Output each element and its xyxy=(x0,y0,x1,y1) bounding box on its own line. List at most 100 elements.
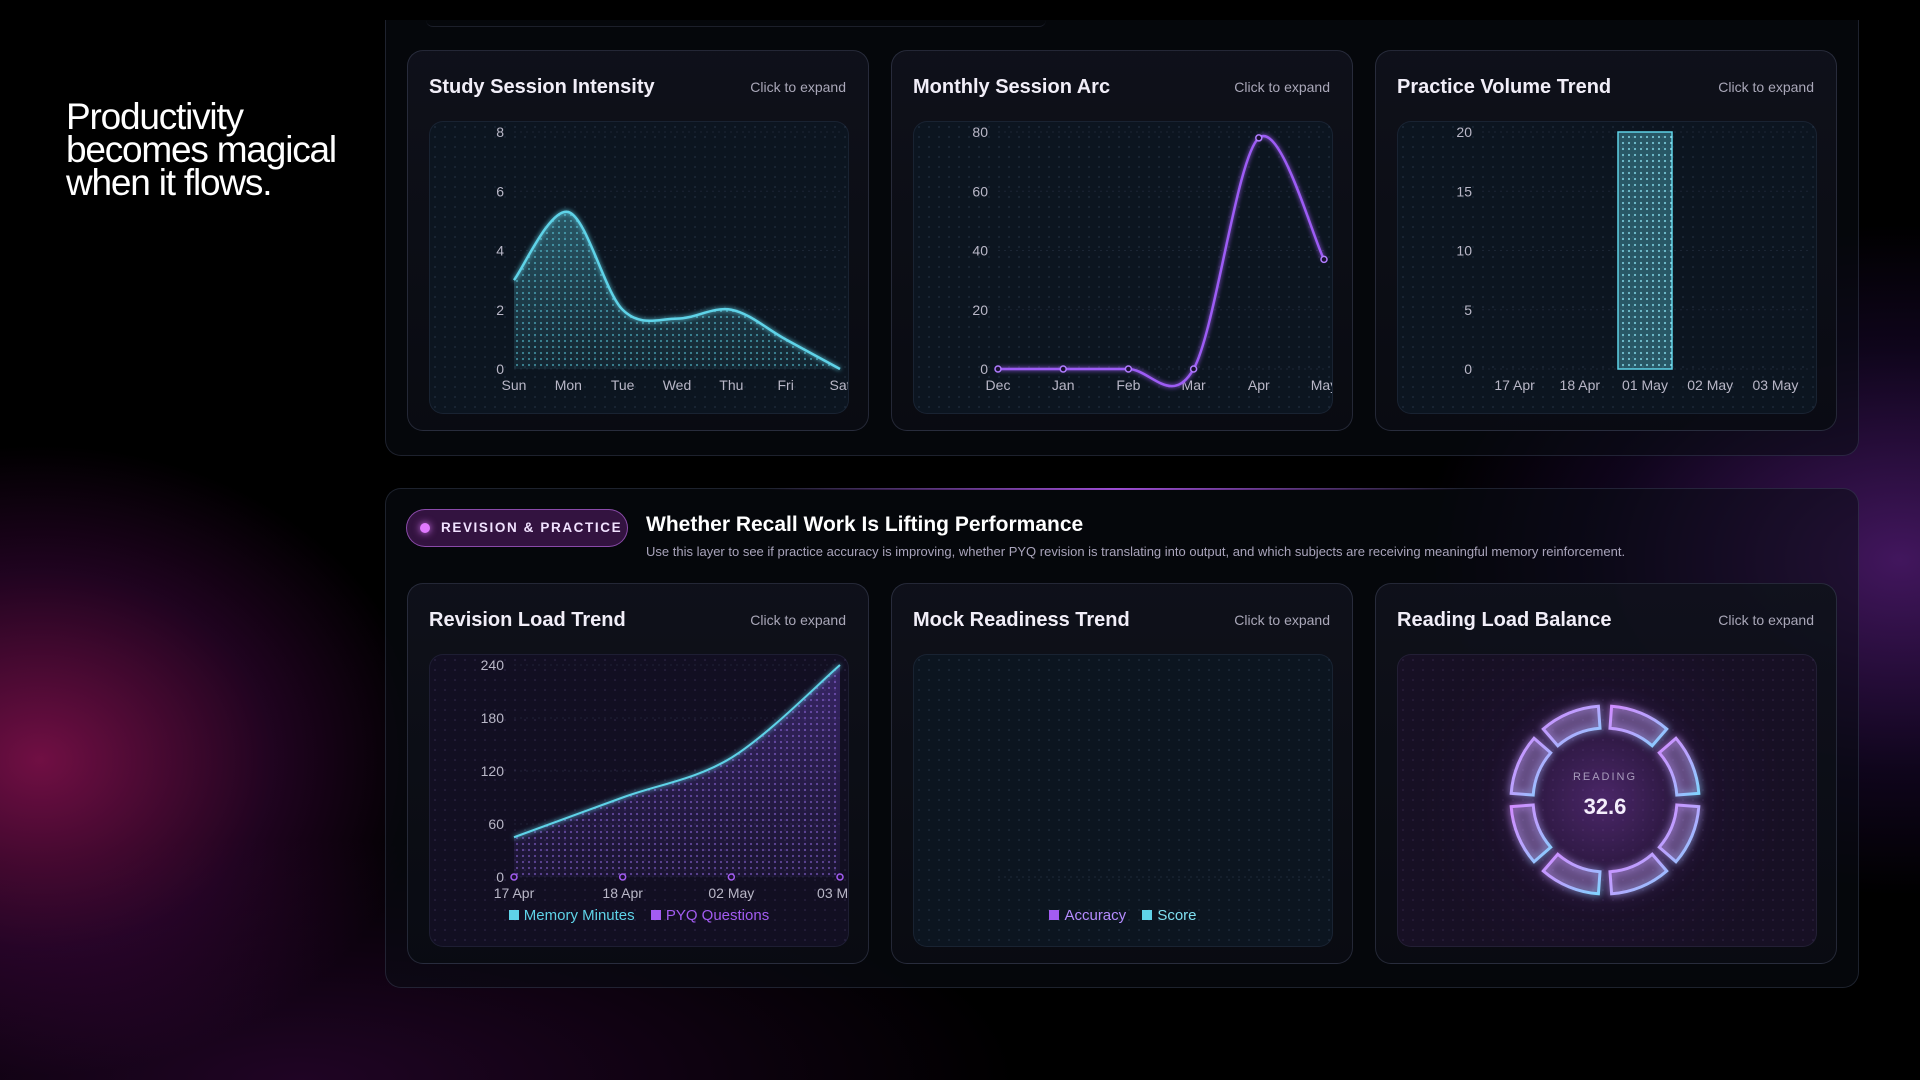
study-intensity-chart: 0 2 4 6 8 Sun Mon Tue Wed Thu Fri Sat xyxy=(496,124,848,393)
y-tick-label: 80 xyxy=(972,124,988,140)
bar-dots xyxy=(1618,132,1672,369)
x-tick-label: Tue xyxy=(611,377,635,393)
x-tick-label: Wed xyxy=(663,377,692,393)
data-point-pyq-questions xyxy=(836,873,844,881)
y-tick-label: 6 xyxy=(496,183,504,199)
y-tick-label: 2 xyxy=(496,302,504,318)
donut-center-value: 32.6 xyxy=(1584,794,1627,819)
x-tick-label: Thu xyxy=(719,377,743,393)
x-tick-label: Jan xyxy=(1052,377,1075,393)
revision-load-chart: 0 60 120 180 240 17 Apr 18 Apr 02 May 03 May xyxy=(481,657,848,901)
y-tick-label: 15 xyxy=(1456,183,1472,199)
card-title: Mock Readiness Trend xyxy=(913,609,1130,631)
donut-segment xyxy=(1541,704,1602,748)
data-point xyxy=(1059,365,1067,373)
y-tick-label: 180 xyxy=(481,710,505,726)
card-revision-load-trend[interactable]: Revision Load Trend Click to expand 0 60 1… xyxy=(407,583,869,964)
legend-item-memory-minutes[interactable]: Memory Minutes xyxy=(508,907,635,924)
legend-item-accuracy[interactable]: Accuracy xyxy=(1049,907,1126,924)
card-monthly-session-arc[interactable]: Monthly Session Arc Click to expand 0 20 4… xyxy=(891,50,1353,431)
series-line xyxy=(512,210,841,371)
monthly-arc-chart: 0 20 40 60 80 Dec Jan Feb Mar Apr May xyxy=(972,124,1332,393)
legend-item-pyq-questions[interactable]: PYQ Questions xyxy=(650,907,770,924)
y-tick-label: 20 xyxy=(972,302,988,318)
chart-plot-area: 0 5 10 15 20 17 Apr 18 Apr 01 May 02 May 03 May xyxy=(1397,121,1817,414)
series-line xyxy=(998,134,1326,388)
expand-link[interactable]: Click to expand xyxy=(1234,79,1330,95)
section-subtitle: Use this layer to see if practice accura… xyxy=(646,544,1626,559)
data-point xyxy=(1255,134,1263,142)
y-tick-label: 60 xyxy=(972,183,988,199)
mock-readiness-chart xyxy=(998,876,1324,878)
revision-practice-section: REVISION & PRACTICE Whether Recall Work … xyxy=(385,488,1859,988)
data-point xyxy=(1124,365,1133,373)
card-reading-load-balance[interactable]: Reading Load Balance Click to expand REA… xyxy=(1375,583,1837,964)
card-study-session-intensity[interactable]: Study Session Intensity Click to expand … xyxy=(407,50,869,431)
data-point-pyq-questions xyxy=(618,873,627,881)
expand-link[interactable]: Click to expand xyxy=(1234,612,1330,628)
y-tick-label: 0 xyxy=(496,361,504,377)
x-tick-label: Feb xyxy=(1116,377,1140,393)
x-tick-label: Dec xyxy=(986,377,1011,393)
y-tick-label: 5 xyxy=(1464,302,1472,318)
tagline: Productivity becomes magical when it flo… xyxy=(66,96,337,203)
legend-label: PYQ Questions xyxy=(665,907,770,924)
x-tick-label: Sun xyxy=(502,377,527,393)
badge-label: REVISION & PRACTICE xyxy=(441,520,623,535)
donut-segment xyxy=(1608,852,1669,896)
donut-segment xyxy=(1608,704,1669,748)
x-tick-label: Fri xyxy=(778,377,794,393)
legend-label: Memory Minutes xyxy=(523,907,635,924)
data-point xyxy=(994,365,1002,373)
expand-link[interactable]: Click to expand xyxy=(1718,612,1814,628)
x-tick-label: May xyxy=(1311,377,1332,393)
expand-link[interactable]: Click to expand xyxy=(1718,79,1814,95)
data-point xyxy=(1189,365,1198,373)
data-point xyxy=(1320,255,1328,264)
card-mock-readiness-trend[interactable]: Mock Readiness Trend Click to expand Acc… xyxy=(891,583,1353,964)
legend-swatch xyxy=(1142,910,1153,920)
chart-plot-area: 0 2 4 6 8 Sun Mon Tue Wed Thu Fri Sat xyxy=(429,121,849,414)
x-tick-label: Mar xyxy=(1182,377,1206,393)
y-tick-label: 40 xyxy=(972,243,988,259)
area-dots xyxy=(514,665,840,877)
practice-volume-chart: 0 5 10 15 20 17 Apr 18 Apr 01 May 02 May 03 May xyxy=(1456,124,1808,393)
section-badge: REVISION & PRACTICE xyxy=(406,509,628,547)
x-tick-label: 01 May xyxy=(1622,377,1668,393)
legend-label: Score xyxy=(1157,907,1197,924)
y-tick-label: 10 xyxy=(1456,243,1472,259)
legend-label: Accuracy xyxy=(1064,907,1127,924)
card-title: Practice Volume Trend xyxy=(1397,76,1612,98)
expand-link[interactable]: Click to expand xyxy=(750,612,846,628)
chart-plot-area: 0 20 40 60 80 Dec Jan Feb Mar Apr May xyxy=(913,121,1333,414)
chart-plot-area: 0 60 120 180 240 17 Apr 18 Apr 02 May 03 May Mem… xyxy=(429,654,849,947)
overview-section: Study Session Intensity Click to expand … xyxy=(385,20,1859,456)
donut-center-label: READING xyxy=(1573,771,1637,783)
y-tick-label: 0 xyxy=(980,361,988,377)
legend-item-score[interactable]: Score xyxy=(1142,907,1197,924)
donut-segment xyxy=(1541,852,1602,896)
x-tick-label: Mon xyxy=(555,377,582,393)
x-tick-label: Apr xyxy=(1248,377,1270,393)
y-tick-label: 0 xyxy=(496,869,504,885)
expand-link[interactable]: Click to expand xyxy=(750,79,846,95)
card-practice-volume-trend[interactable]: Practice Volume Trend Click to expand 0 5… xyxy=(1375,50,1837,431)
card-title: Monthly Session Arc xyxy=(913,76,1111,98)
donut-segment xyxy=(1509,803,1553,864)
y-tick-label: 0 xyxy=(1464,361,1472,377)
x-tick-label: Sat xyxy=(829,377,848,393)
x-tick-label: 03 May xyxy=(1752,377,1798,393)
y-tick-label: 4 xyxy=(496,243,504,259)
x-tick-label: 18 Apr xyxy=(602,885,643,901)
reading-donut-chart: READING 32.6 xyxy=(1509,704,1701,896)
area-dots xyxy=(514,211,840,369)
y-tick-label: 20 xyxy=(1456,124,1472,140)
legend-swatch xyxy=(650,910,661,920)
chart-legend: Accuracy Score xyxy=(914,907,1332,924)
x-tick-label: 02 May xyxy=(1687,377,1733,393)
card-title: Study Session Intensity xyxy=(429,76,655,98)
x-tick-label: 18 Apr xyxy=(1560,377,1601,393)
x-tick-label: 17 Apr xyxy=(494,885,535,901)
section-title: Whether Recall Work Is Lifting Performan… xyxy=(646,513,1084,536)
x-tick-label: 03 May xyxy=(817,885,848,901)
